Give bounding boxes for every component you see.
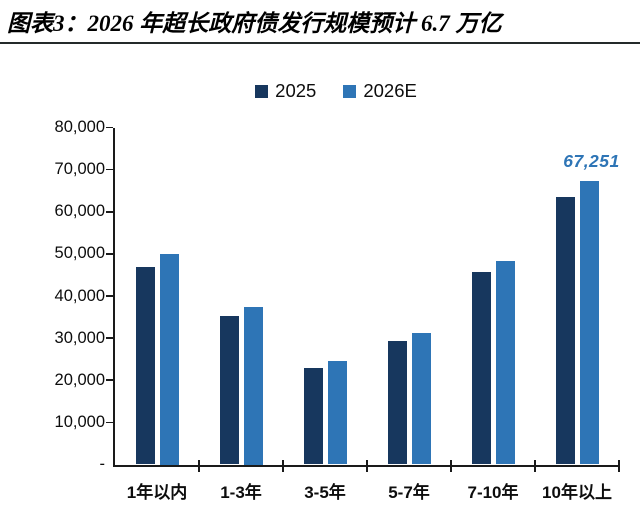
x-axis-label: 10年以上 <box>542 483 612 502</box>
y-axis-label: 10,000 <box>54 412 105 431</box>
x-axis-tick <box>618 459 620 472</box>
bar-2025-6 <box>556 197 575 465</box>
chart-legend: 2025 2026E <box>0 80 640 102</box>
bar-2026e-5 <box>496 260 515 465</box>
bar-2026e-1 <box>160 253 179 465</box>
legend-swatch-2025 <box>255 84 269 98</box>
legend-swatch-2026e <box>343 84 357 98</box>
bar-2025-4 <box>388 341 407 465</box>
x-axis-label: 1年以内 <box>126 483 188 502</box>
y-axis-tick <box>106 253 113 255</box>
x-axis-label: 3-5年 <box>304 483 346 502</box>
x-axis-label: 7-10年 <box>467 483 519 502</box>
bar-2026e-4 <box>412 333 431 465</box>
x-axis-label: 5-7年 <box>388 483 430 502</box>
legend-label-2025: 2025 <box>275 80 317 101</box>
bar-2026e-2 <box>244 306 263 465</box>
x-axis-tick <box>450 459 452 472</box>
y-axis-label: 40,000 <box>54 286 105 305</box>
y-axis-tick <box>106 210 113 213</box>
legend-item-2025: 2025 <box>255 80 316 102</box>
y-axis-label: 20,000 <box>54 370 105 389</box>
y-axis-tick <box>106 379 113 382</box>
x-axis-tick <box>366 459 368 472</box>
data-label-last-bar: 67,251 <box>563 151 620 172</box>
x-axis-tick <box>282 459 284 472</box>
legend-label-2026e: 2026E <box>363 80 417 101</box>
y-axis-label: 30,000 <box>54 328 105 347</box>
y-axis <box>113 127 115 467</box>
legend-item-2026e: 2026E <box>343 80 417 102</box>
y-axis-label: 80,000 <box>54 118 105 136</box>
y-axis-tick <box>106 295 113 297</box>
y-axis-tick <box>106 126 113 129</box>
y-axis-label: - <box>99 455 106 473</box>
bar-2025-5 <box>472 272 491 465</box>
x-axis-tick <box>198 459 200 472</box>
figure-title: 图表3：2026 年超长政府债发行规模预计 6.7 万亿 <box>7 11 502 36</box>
bar-2025-3 <box>304 367 323 465</box>
bar-2026e-3 <box>328 360 347 465</box>
bar-2026e-6 <box>580 181 599 465</box>
y-axis-label: 60,000 <box>54 202 105 221</box>
title-divider <box>0 42 640 44</box>
y-axis-tick <box>106 168 113 171</box>
bar-2025-2 <box>220 316 239 465</box>
x-axis-tick <box>534 459 536 472</box>
y-axis-tick <box>106 337 113 339</box>
bar-2025-1 <box>136 266 155 465</box>
y-axis-label: 50,000 <box>54 244 105 263</box>
x-axis-label: 1-3年 <box>220 483 262 502</box>
y-axis-tick <box>106 421 113 424</box>
y-axis-label: 70,000 <box>54 160 105 179</box>
